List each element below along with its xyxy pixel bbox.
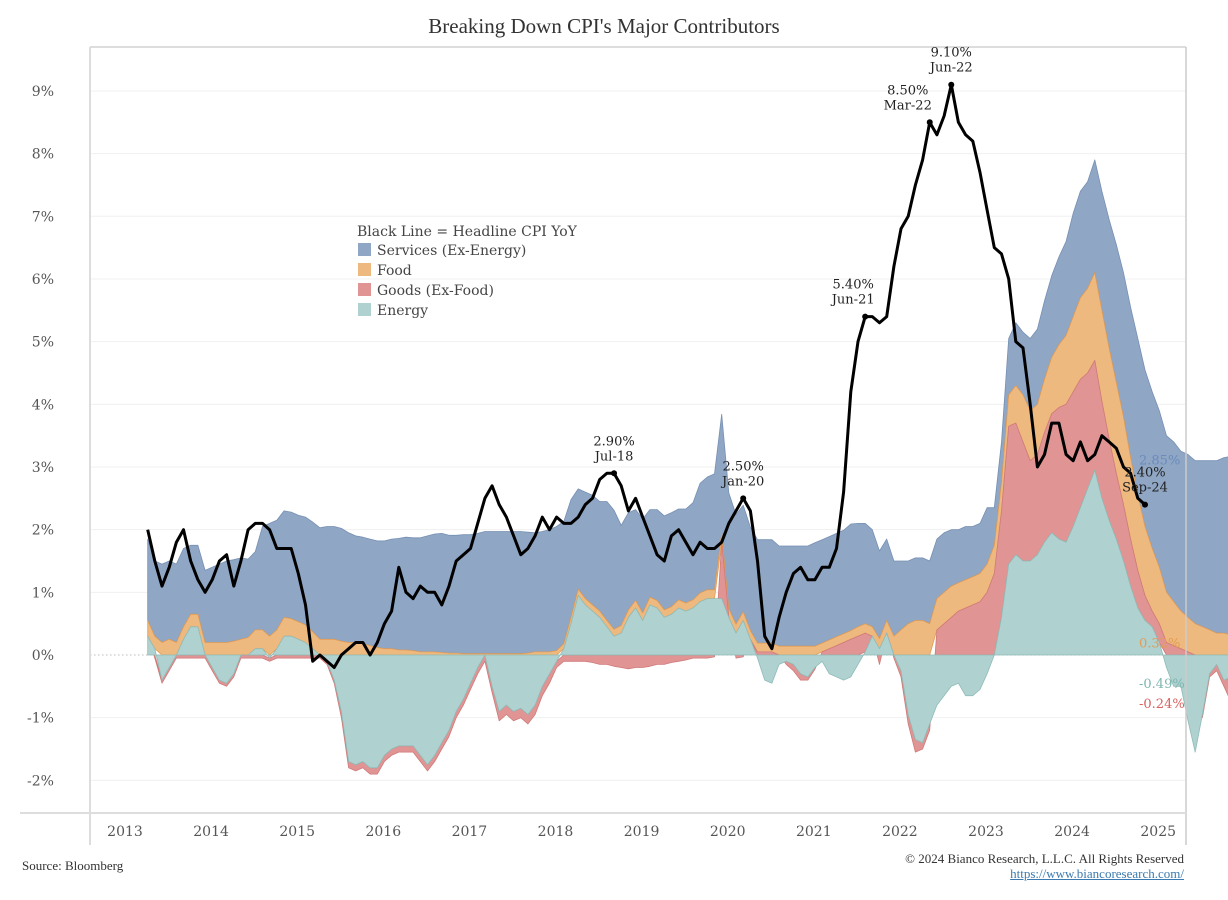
x-axis: 2013 2014 2015 2016 2017 2018 2019 2020 2021 2022… <box>107 824 1176 840</box>
y-tick-label: 5% <box>32 335 54 351</box>
legend: Black Line = Headline CPI YoY Services (E… <box>357 224 578 319</box>
annotation-date: Jul-18 <box>593 449 634 464</box>
annotation-marker <box>740 495 747 502</box>
y-tick-label: 9% <box>32 84 54 100</box>
x-tick-label: 2024 <box>1054 824 1090 840</box>
legend-swatch <box>358 283 371 296</box>
annotation-marker <box>926 119 933 126</box>
annotation-marker <box>948 81 955 88</box>
end-label: -0.49% <box>1139 677 1185 692</box>
y-tick-label: 1% <box>32 585 54 601</box>
annotation-date: Jun-22 <box>928 61 973 76</box>
x-tick-label: 2014 <box>193 824 229 840</box>
annotation-marker <box>611 470 618 477</box>
legend-header: Black Line = Headline CPI YoY <box>357 224 578 240</box>
annotation-value: 2.50% <box>723 459 764 474</box>
legend-label: Energy <box>377 303 428 319</box>
x-tick-label: 2023 <box>968 824 1004 840</box>
annotation-marker <box>1141 501 1148 508</box>
area-energy <box>147 469 1228 769</box>
annotations: 2.90%Jul-18 2.50%Jan-20 5.40%Jun-21 8.50%Ma… <box>593 46 1168 508</box>
chart-title: Breaking Down CPI's Major Contributors <box>428 14 780 38</box>
annotation-date: Jun-21 <box>830 293 875 308</box>
annotation-value: 8.50% <box>887 83 928 98</box>
annotation-date: Mar-22 <box>884 98 932 113</box>
x-tick-label: 2019 <box>624 824 660 840</box>
y-tick-label: 0% <box>32 648 54 664</box>
annotation-value: 5.40% <box>833 278 874 293</box>
x-tick-label: 2025 <box>1140 824 1176 840</box>
legend-swatch <box>358 263 371 276</box>
x-tick-label: 2013 <box>107 824 143 840</box>
end-labels: 2.85% 0.32% -0.49% -0.24% <box>1139 454 1185 712</box>
annotation-marker <box>862 313 869 320</box>
y-tick-label: 4% <box>32 397 54 413</box>
end-label: -0.24% <box>1139 697 1185 712</box>
x-tick-label: 2016 <box>365 824 401 840</box>
x-tick-label: 2018 <box>538 824 574 840</box>
headline-cpi-line <box>146 83 1146 669</box>
annotation-date: Sep-24 <box>1122 481 1168 496</box>
annotation-value: 9.10% <box>931 46 972 61</box>
stacked-areas <box>147 159 1228 775</box>
y-axis: 9% 8% 7% 6% 5% 4% 3% 2% 1% 0% -1% -2% <box>27 84 54 789</box>
legend-label: Goods (Ex-Food) <box>377 283 494 299</box>
annotation-date: Jan-20 <box>720 474 764 489</box>
y-tick-label: 7% <box>32 209 54 225</box>
plot-frame <box>20 46 1187 845</box>
legend-label: Food <box>377 263 412 279</box>
legend-swatch <box>358 243 371 256</box>
x-tick-label: 2020 <box>710 824 746 840</box>
x-tick-label: 2021 <box>796 824 832 840</box>
headline-cpi-path <box>146 83 1146 669</box>
legend-label: Services (Ex-Energy) <box>377 243 526 259</box>
end-label: 2.85% <box>1139 454 1180 469</box>
y-tick-label: -2% <box>27 773 54 789</box>
x-tick-label: 2015 <box>279 824 315 840</box>
y-tick-label: 2% <box>32 523 54 539</box>
y-tick-label: 8% <box>32 147 54 163</box>
y-tick-label: 6% <box>32 272 54 288</box>
x-tick-label: 2022 <box>882 824 918 840</box>
annotation-value: 2.40% <box>1124 466 1165 481</box>
y-tick-label: -1% <box>27 711 54 727</box>
copyright-text: © 2024 Bianco Research, L.L.C. All Right… <box>905 851 1184 866</box>
end-label: 0.32% <box>1139 637 1180 652</box>
y-tick-label: 3% <box>32 460 54 476</box>
source-note: Source: Bloomberg <box>22 858 124 873</box>
copyright-block: © 2024 Bianco Research, L.L.C. All Right… <box>905 851 1184 881</box>
legend-swatch <box>358 303 371 316</box>
website-link[interactable]: https://www.biancoresearch.com/ <box>1010 866 1184 881</box>
annotation-value: 2.90% <box>593 434 634 449</box>
x-tick-label: 2017 <box>452 824 488 840</box>
